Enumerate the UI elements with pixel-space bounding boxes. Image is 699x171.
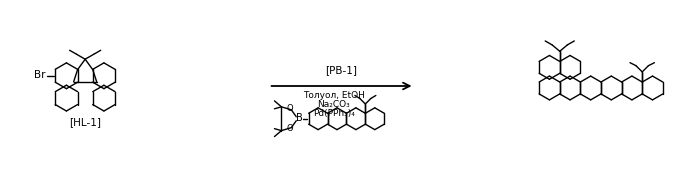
- Text: Na₂CO₃: Na₂CO₃: [317, 100, 350, 109]
- Text: Br: Br: [34, 70, 45, 80]
- Text: B: B: [296, 113, 303, 123]
- Text: [PB-1]: [PB-1]: [326, 65, 358, 75]
- Text: [HL-1]: [HL-1]: [69, 117, 101, 127]
- Text: O: O: [286, 104, 293, 113]
- Text: Pd(PPh₃)₄: Pd(PPh₃)₄: [312, 109, 354, 118]
- Text: Толуол, EtOH: Толуол, EtOH: [303, 91, 365, 100]
- Text: O: O: [286, 124, 293, 133]
